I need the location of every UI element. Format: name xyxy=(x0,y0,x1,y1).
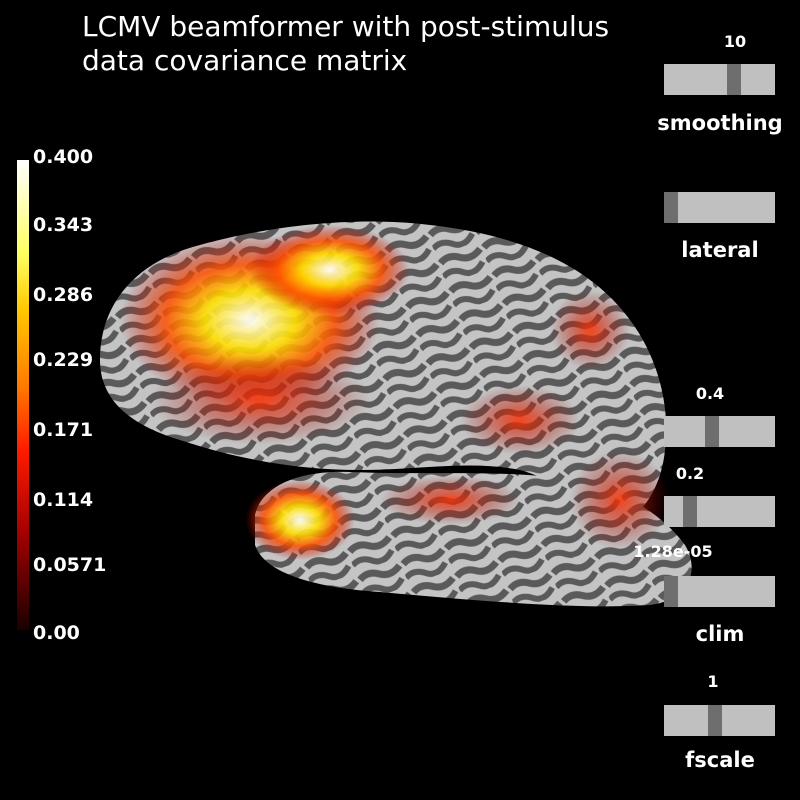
clim-min-slider[interactable] xyxy=(664,576,775,607)
clim-min-value: 1.28e-05 xyxy=(633,542,713,561)
view-slider[interactable] xyxy=(664,192,775,223)
view-label: lateral xyxy=(681,238,759,262)
clim-mid-slider[interactable] xyxy=(664,496,775,527)
smoothing-label: smoothing xyxy=(657,111,783,135)
colorbar-tick: 0.0571 xyxy=(33,554,107,576)
colorbar-tick: 0.171 xyxy=(33,419,94,441)
colorbar-tick: 0.114 xyxy=(33,489,94,511)
title-line-1: LCMV beamformer with post-stimulus xyxy=(82,10,610,43)
colorbar-tick: 0.343 xyxy=(33,214,94,236)
colorbar-tick: 0.00 xyxy=(33,622,80,644)
clim-max-slider[interactable] xyxy=(664,416,775,447)
colorbar-gradient xyxy=(17,160,29,630)
clim-max-value: 0.4 xyxy=(695,384,725,403)
clim-mid-slider-handle[interactable] xyxy=(683,496,698,527)
clim-max-slider-handle[interactable] xyxy=(704,416,719,447)
fscale-label: fscale xyxy=(685,748,755,772)
smoothing-value: 10 xyxy=(723,32,747,51)
colorbar-tick: 0.229 xyxy=(33,349,94,371)
clim-mid-value: 0.2 xyxy=(675,464,705,483)
fscale-slider-handle[interactable] xyxy=(707,705,722,736)
title-line-2: data covariance matrix xyxy=(82,44,408,77)
smoothing-slider[interactable] xyxy=(664,64,775,95)
clim-label: clim xyxy=(695,622,745,646)
view-slider-handle[interactable] xyxy=(664,192,678,223)
fscale-slider[interactable] xyxy=(664,705,775,736)
colorbar-tick: 0.400 xyxy=(33,146,94,168)
plot-title: LCMV beamformer with post-stimulus data … xyxy=(82,10,662,78)
clim-min-slider-handle[interactable] xyxy=(664,576,678,607)
colorbar-tick: 0.286 xyxy=(33,284,94,306)
fscale-value: 1 xyxy=(707,672,719,691)
smoothing-slider-handle[interactable] xyxy=(727,64,742,95)
